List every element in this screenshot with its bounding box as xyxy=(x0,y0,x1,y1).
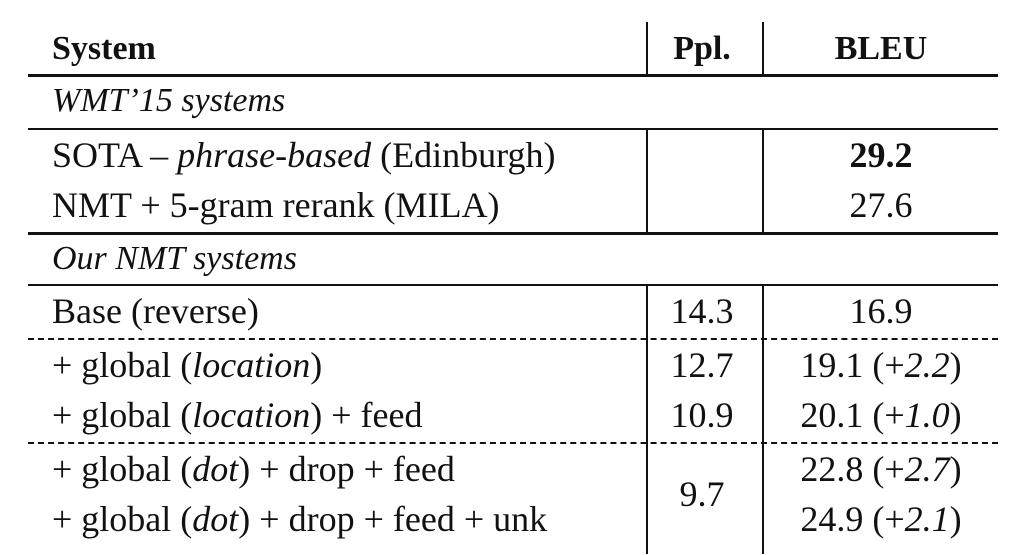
section-rule xyxy=(28,284,998,286)
column-divider-ppl xyxy=(646,286,648,554)
row-sota-ppl xyxy=(646,130,758,180)
header-ppl: Ppl. xyxy=(673,30,731,67)
row-sota-label: SOTA – phrase-based (Edinburgh) xyxy=(52,135,556,175)
row-dot-label: + global (dot) + drop + feed xyxy=(52,449,455,489)
row-loc-bleu: 19.1 (+2.2) xyxy=(800,345,962,385)
header-rule xyxy=(28,74,998,77)
group-dashed-rule xyxy=(28,442,998,444)
column-divider-ppl xyxy=(646,22,648,76)
row-base-ppl: 14.3 xyxy=(670,291,734,331)
row-sota-bleu: 29.2 xyxy=(849,135,913,175)
row-mila-bleu: 27.6 xyxy=(849,185,913,225)
section-rule xyxy=(28,128,998,130)
header-system: System xyxy=(52,30,156,67)
row-locfeed-ppl: 10.9 xyxy=(670,395,734,435)
row-dotunk-label: + global (dot) + drop + feed + unk xyxy=(52,499,548,539)
row-mila-ppl xyxy=(646,180,758,230)
header-bleu: BLEU xyxy=(834,30,928,67)
column-divider-ppl xyxy=(646,130,648,234)
row-dot-ppl: 9.7 xyxy=(679,474,725,514)
section-ours: Our NMT systems xyxy=(52,240,297,277)
row-locfeed-bleu: 20.1 (+1.0) xyxy=(800,395,962,435)
group-dashed-rule xyxy=(28,338,998,340)
row-locfeed-label: + global (location) + feed xyxy=(52,395,423,435)
column-divider-bleu xyxy=(762,130,764,234)
row-mila-label: NMT + 5-gram rerank (MILA) xyxy=(52,185,500,225)
row-loc-label: + global (location) xyxy=(52,345,323,385)
section-rule xyxy=(28,232,998,235)
row-dotunk-bleu: 24.9 (+2.1) xyxy=(800,499,962,539)
row-base-bleu: 16.9 xyxy=(849,291,913,331)
row-loc-ppl: 12.7 xyxy=(670,345,734,385)
row-dot-bleu: 22.8 (+2.7) xyxy=(800,449,962,489)
column-divider-bleu xyxy=(762,286,764,554)
column-divider-bleu xyxy=(762,22,764,76)
section-wmt: WMT’15 systems xyxy=(52,82,286,119)
row-base-label: Base (reverse) xyxy=(52,291,259,331)
